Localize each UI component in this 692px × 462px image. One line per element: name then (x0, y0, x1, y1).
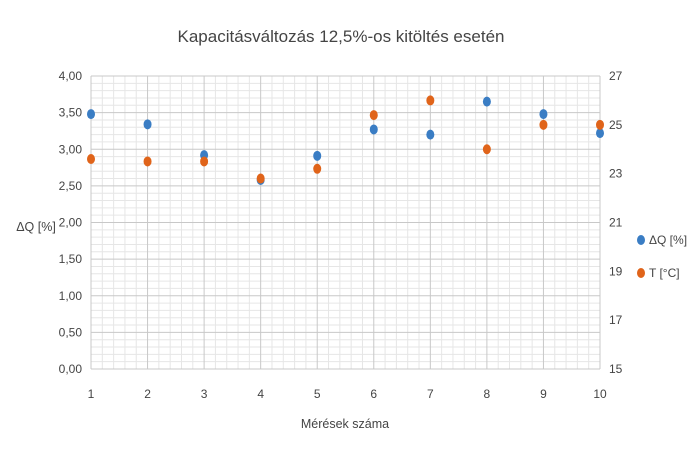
x-tick-label: 4 (257, 387, 264, 401)
temperature-point (596, 119, 604, 130)
y2-tick-label: 15 (609, 362, 623, 376)
x-tick-label: 1 (88, 387, 95, 401)
temperature-point (313, 163, 322, 174)
x-tick-label: 6 (370, 387, 377, 401)
legend-label: T [°C] (649, 266, 680, 280)
y2-tick-label: 17 (609, 313, 623, 327)
y-tick-label: 0,50 (59, 325, 83, 339)
x-tick-label: 7 (427, 387, 434, 401)
plot-grid (90, 75, 601, 370)
temperature-point (256, 173, 265, 184)
x-axis-label: Mérések száma (301, 417, 389, 431)
y-axis-label: ΔQ [%] (16, 220, 56, 234)
legend: ΔQ [%] T [°C] (637, 233, 687, 280)
y-tick-label: 1,50 (59, 252, 83, 266)
dq-point (369, 124, 378, 135)
y2-tick-label: 21 (609, 216, 623, 230)
y-tick-label: 4,00 (59, 69, 83, 83)
axis-ticks: 0,000,501,001,502,002,503,003,504,001517… (59, 69, 623, 401)
x-tick-label: 10 (593, 387, 607, 401)
y-tick-label: 1,00 (59, 289, 83, 303)
y-tick-label: 2,00 (59, 216, 83, 230)
y-tick-label: 2,50 (59, 179, 83, 193)
temperature-point (143, 156, 152, 167)
legend-dq-marker (637, 235, 645, 245)
chart-title: Kapacitásváltozás 12,5%-os kitöltés eset… (178, 27, 505, 46)
x-tick-label: 8 (484, 387, 491, 401)
x-tick-label: 5 (314, 387, 321, 401)
temperature-point (369, 110, 378, 121)
data-points (87, 95, 604, 186)
y2-tick-label: 23 (609, 167, 623, 181)
dq-point (539, 109, 548, 120)
dq-point (596, 128, 604, 139)
dq-point (426, 129, 435, 140)
dq-point (482, 96, 491, 107)
y2-tick-label: 27 (609, 69, 623, 83)
dq-point (143, 119, 152, 130)
legend-temperature-marker (637, 268, 645, 278)
x-tick-label: 2 (144, 387, 151, 401)
y-tick-label: 3,00 (59, 142, 83, 156)
x-tick-label: 9 (540, 387, 547, 401)
dq-point (87, 109, 95, 120)
y-tick-label: 0,00 (59, 362, 83, 376)
temperature-point (426, 95, 435, 106)
temperature-point (200, 156, 209, 167)
x-tick-label: 3 (201, 387, 208, 401)
temperature-point (87, 154, 95, 165)
y-tick-label: 3,50 (59, 106, 83, 120)
y2-tick-label: 19 (609, 264, 623, 278)
dq-point (313, 150, 322, 161)
legend-label: ΔQ [%] (649, 233, 687, 247)
y2-tick-label: 25 (609, 118, 623, 132)
temperature-point (482, 144, 491, 155)
temperature-point (539, 119, 548, 130)
